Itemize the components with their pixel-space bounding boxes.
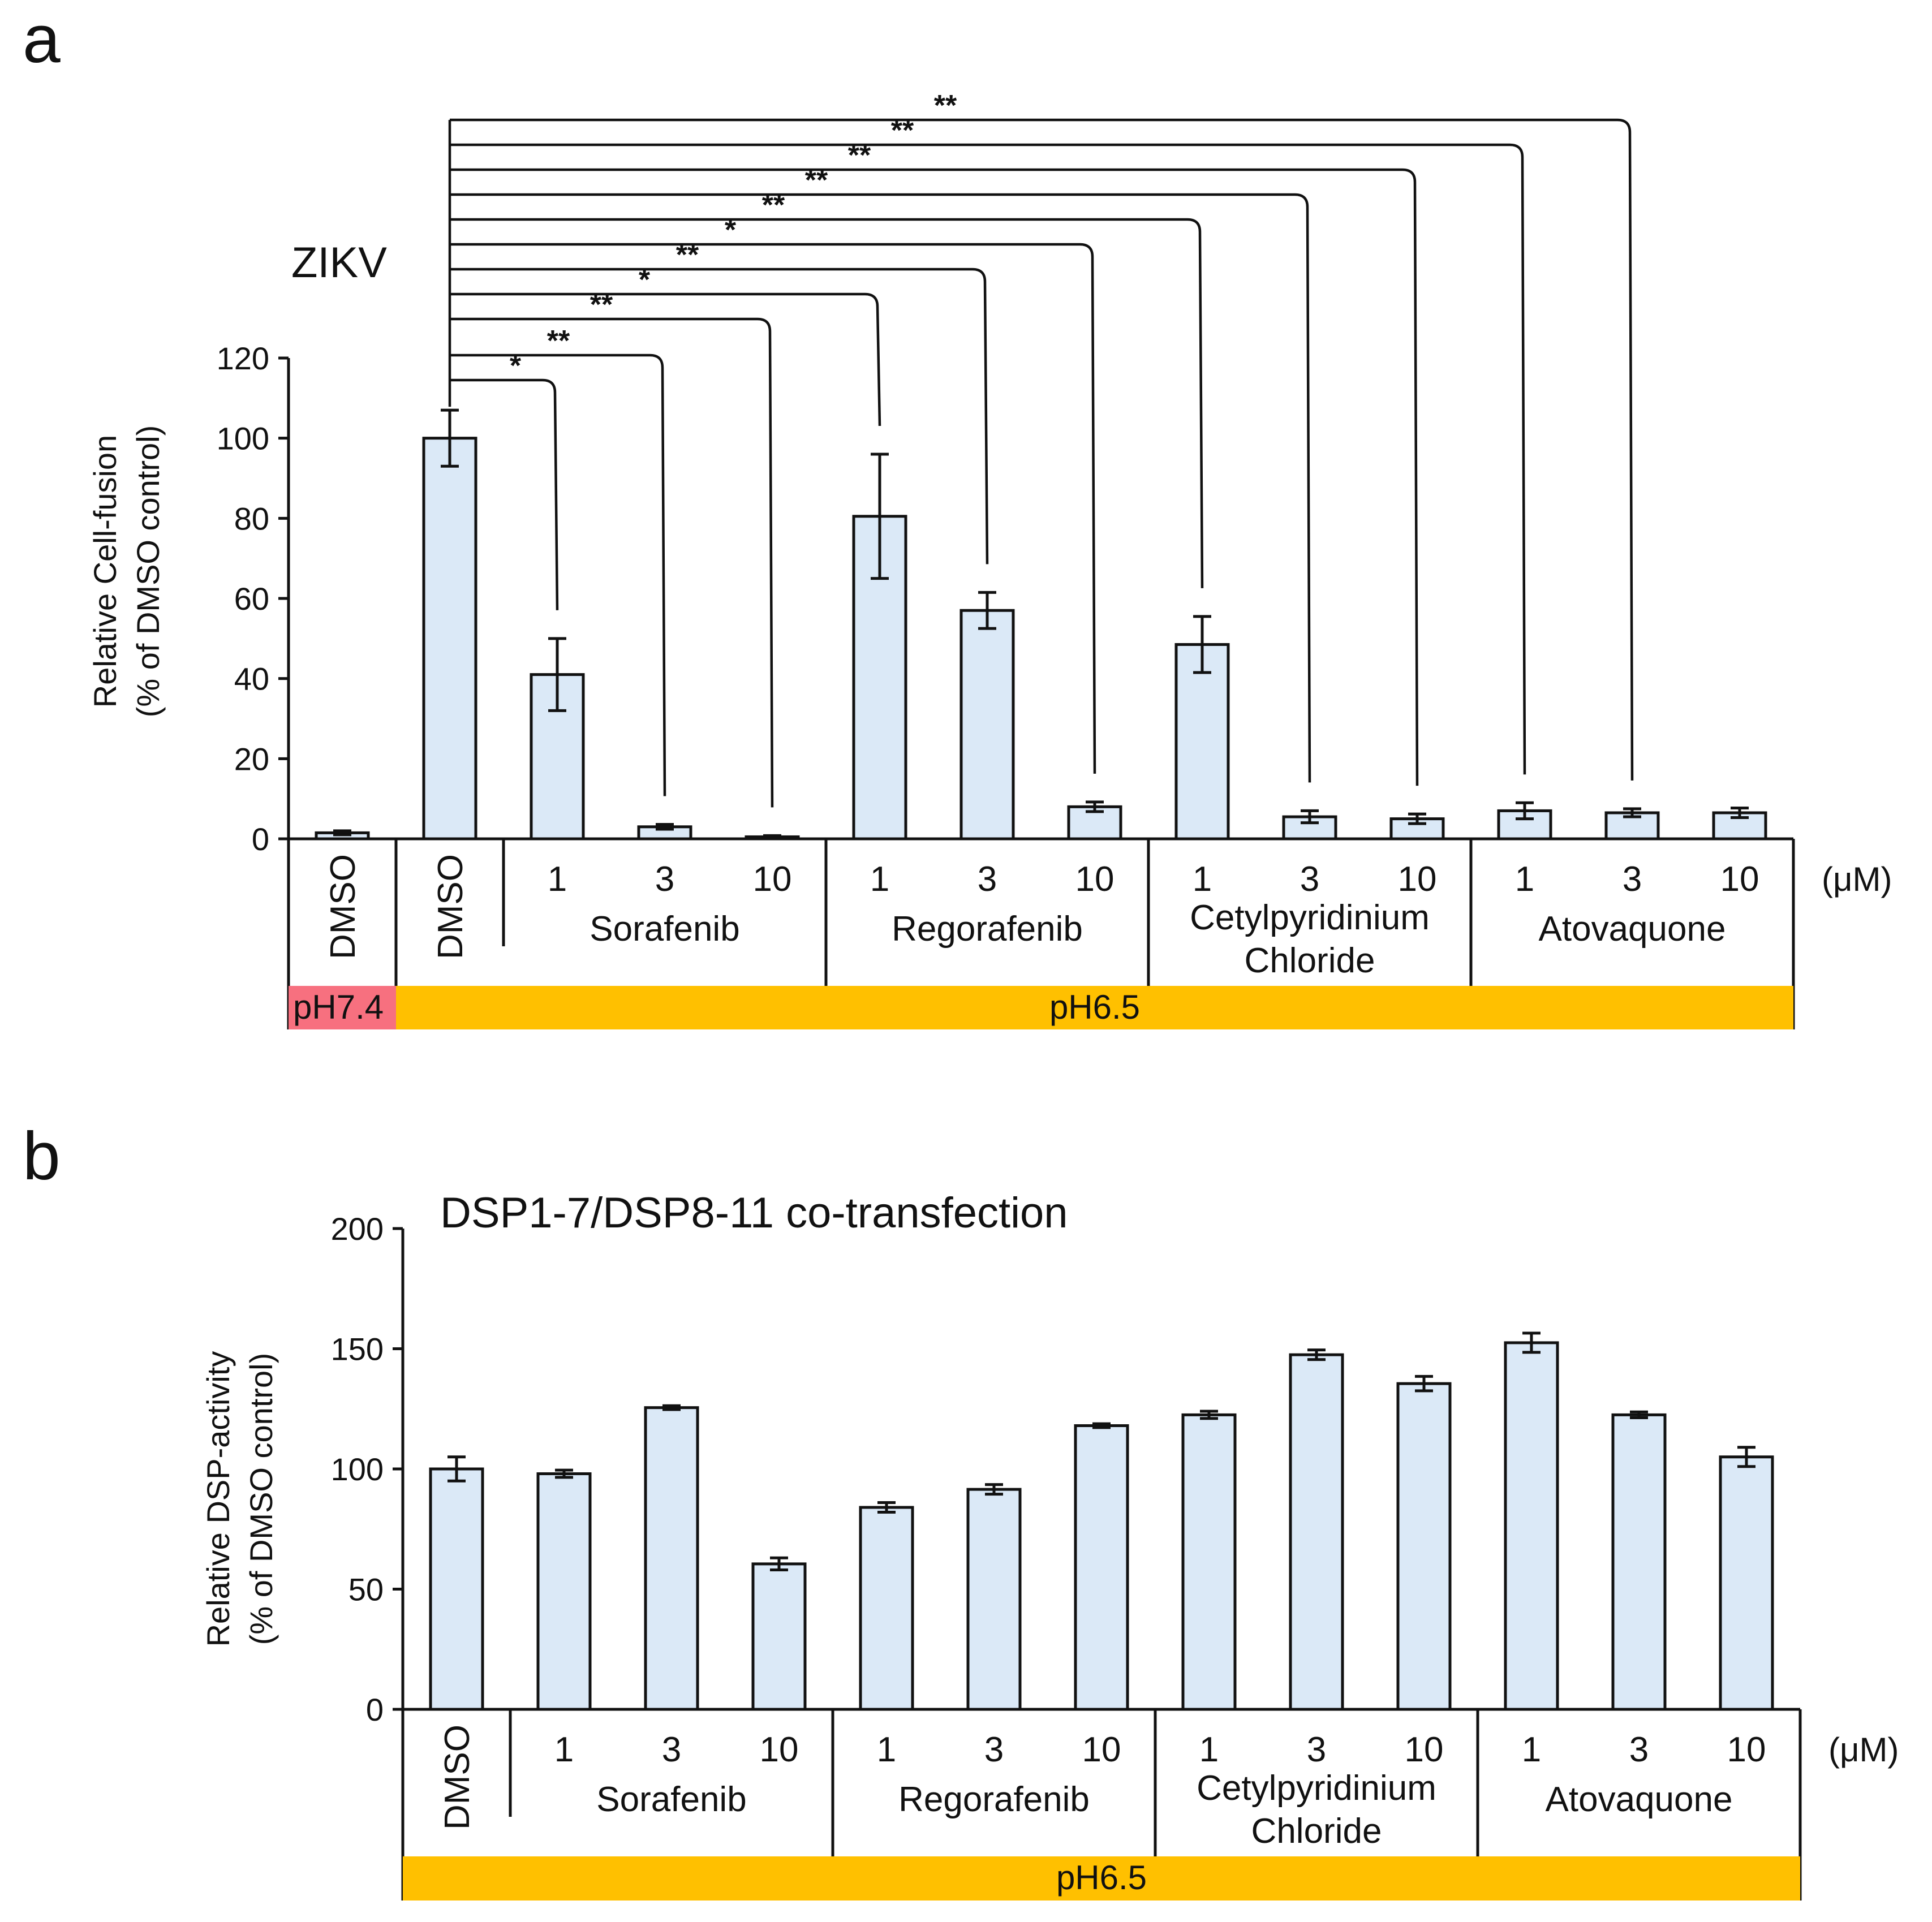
chart-b-category-label: DMSO [438,1725,477,1830]
chart-b-group-label: Regorafenib [898,1780,1090,1819]
chart-a-ph-label: pH7.4 [293,988,384,1026]
chart-b-bar [859,1506,914,1711]
chart-b-group-label: Sorafenib [596,1780,746,1819]
chart-a-category-label: 1 [1515,860,1534,899]
chart-b: 0 50 100 150 200 DMSO 1 3 10 1 3 10 1 3 10 1 3 10 Sorafeni… [331,1211,1899,1901]
chart-b-bar [429,1467,484,1711]
chart-b-category-label: 10 [1727,1730,1766,1769]
chart-b-category-label: 1 [877,1730,896,1769]
chart-b-bar [1719,1455,1774,1711]
chart-b-category-label: 1 [1199,1730,1219,1769]
significance-label: ** [934,89,957,122]
chart-a-category-label: 10 [1075,860,1115,899]
significance-bracket [450,243,1096,774]
chart-a-unit-label: (μM) [1822,860,1892,898]
chart-b-category-label: 1 [554,1730,574,1769]
chart-b-bar [1504,1341,1559,1711]
chart-a: 0 20 40 60 80 100 120 DMSO DMSO 1 3 10 1 3 10 1 3 10 1 3 10 S… [217,89,1892,1029]
panel-b-letter: b [23,1118,61,1194]
chart-b-group-label: Atovaquone [1546,1780,1733,1819]
chart-b-title: DSP1-7/DSP8-11 co-transfection [440,1189,1068,1237]
chart-b-bar [644,1406,699,1711]
chart-b-bar [1181,1413,1237,1711]
chart-a-category-label: 10 [753,860,792,899]
chart-b-category-label: 10 [760,1730,799,1769]
chart-b-unit-label: (μM) [1828,1731,1899,1769]
panel-a-letter: a [23,1,61,77]
chart-a-category-label: 10 [1398,860,1437,899]
chart-b-ytick-label: 150 [331,1331,384,1367]
chart-a-group-label: Chloride [1245,941,1375,980]
chart-b-bar [1611,1413,1667,1711]
chart-b-category-label: 10 [1405,1730,1444,1769]
chart-a-category-label: 3 [978,860,997,899]
significance-label: * [725,214,737,247]
chart-a-title: ZIKV [291,239,387,287]
chart-a-ph-band [289,986,396,1029]
chart-a-ylabel-line2: (% of DMSO control) [130,425,166,718]
chart-b-category-label: 10 [1082,1730,1121,1769]
significance-label: ** [547,325,570,357]
significance-bracket [450,218,1204,588]
significance-bracket [450,292,881,426]
chart-a-category-label: 3 [655,860,674,899]
chart-b-bar [966,1488,1022,1711]
chart-b-ytick-label: 50 [348,1572,384,1608]
chart-b-ytick-label: 0 [366,1692,384,1727]
chart-b-category-label: 1 [1522,1730,1541,1769]
chart-b-ylabel-line2: (% of DMSO control) [243,1353,279,1645]
chart-b-group-label: Chloride [1251,1812,1382,1851]
chart-a-ytick-label: 120 [217,341,269,376]
chart-b-category-label: 3 [984,1730,1004,1769]
chart-a-ytick-label: 20 [234,741,269,777]
chart-a-category-label: 3 [1623,860,1642,899]
chart-b-ph-label: pH6.5 [1056,1859,1147,1897]
chart-b-bar [536,1472,592,1711]
chart-a-ytick-label: 40 [234,661,269,697]
significance-label: * [639,264,651,296]
chart-a-group-label: Atovaquone [1539,910,1726,949]
chart-b-bar [1074,1424,1129,1711]
chart-a-ph-band [396,986,1793,1029]
significance-bracket [450,317,774,808]
chart-a-category-label: 10 [1720,860,1759,899]
chart-b-ytick-label: 100 [331,1451,384,1487]
significance-bracket [450,354,666,796]
chart-a-ylabel-line1: Relative Cell-fusion [87,435,123,708]
chart-b-group-label: Cetylpyridinium [1197,1769,1436,1808]
chart-b-ph-band [403,1856,1800,1901]
chart-a-ytick-label: 0 [252,821,269,857]
chart-a-category-label: 1 [1193,860,1212,899]
chart-a-category-label: DMSO [324,854,363,959]
significance-bracket [450,378,559,610]
chart-b-category-label: 3 [1307,1730,1326,1769]
significance-bracket [450,143,1526,775]
significance-bracket [450,193,1311,783]
chart-a-ph-label: pH6.5 [1049,988,1140,1026]
chart-b-bar [751,1562,807,1711]
chart-a-category-label: 1 [548,860,567,899]
chart-b-bar [1289,1353,1344,1711]
chart-a-bar [959,609,1015,841]
chart-a-group-label: Cetylpyridinium [1190,898,1430,937]
chart-a-group-label: Regorafenib [892,910,1083,949]
significance-bracket [450,118,1634,781]
chart-a-ytick-label: 80 [234,501,269,536]
chart-b-category-label: 3 [662,1730,681,1769]
chart-b-category-label: 3 [1629,1730,1649,1769]
chart-b-ytick-label: 200 [331,1211,384,1247]
chart-b-ylabel-line1: Relative DSP-activity [200,1351,236,1647]
significance-bracket [450,168,1419,786]
chart-a-category-label: DMSO [431,854,470,959]
chart-a-category-label: 3 [1300,860,1319,899]
chart-a-group-label: Sorafenib [590,910,739,949]
significance-label: * [510,350,522,382]
significance-bracket [450,268,989,564]
chart-a-category-label: 1 [870,860,889,899]
chart-a-bar [422,437,477,841]
chart-a-ytick-label: 100 [217,421,269,456]
chart-a-ytick-label: 60 [234,581,269,617]
chart-b-bar [1396,1382,1452,1711]
